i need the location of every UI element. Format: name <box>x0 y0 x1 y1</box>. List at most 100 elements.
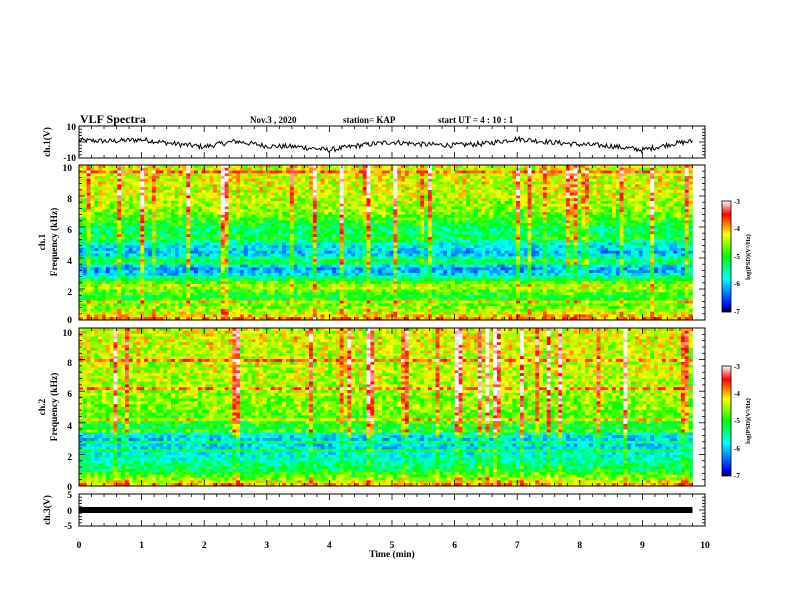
spectrogram-cell <box>286 248 291 252</box>
spectrogram-cell <box>485 167 490 171</box>
spectrogram-cell <box>293 206 298 210</box>
spectrogram-cell <box>347 203 352 207</box>
spectrogram-cell <box>401 206 406 210</box>
spectrogram-cell <box>585 176 590 180</box>
spectrogram-cell <box>102 203 107 207</box>
spectrogram-cell <box>94 220 99 224</box>
spectrogram-cell <box>121 195 126 199</box>
spectrogram-cell <box>631 200 636 205</box>
spectrogram-cell <box>255 234 260 238</box>
spectrogram-cell <box>673 195 678 199</box>
spectrogram-cell <box>654 173 659 177</box>
spectrogram-cell <box>171 248 176 252</box>
spectrogram-cell <box>646 212 651 216</box>
spectrogram-cell <box>286 242 291 246</box>
ch1-ylabel: ch.1(V) <box>42 127 53 157</box>
spectrogram-cell <box>673 203 678 207</box>
spectrogram-cell <box>401 236 406 241</box>
spectrogram-cell <box>447 178 452 182</box>
spectrogram-cell <box>293 176 298 180</box>
spectrogram-cell <box>596 225 601 230</box>
spectrogram-cell <box>397 231 402 235</box>
spectrogram-cell <box>243 206 249 210</box>
spectrogram-cell <box>128 242 134 246</box>
spectrogram-cell <box>404 178 410 182</box>
spectrogram-cell <box>416 195 421 199</box>
spectrogram-cell <box>251 170 256 174</box>
spectrogram-cell <box>102 206 107 210</box>
spectrogram-cell <box>289 245 295 249</box>
spectrogram-cell <box>569 209 574 213</box>
spectrogram-cell <box>274 203 279 207</box>
spectrogram-cell <box>408 198 413 202</box>
spectrogram-cell <box>481 245 486 249</box>
spectrogram-cell <box>565 200 571 205</box>
spectrogram-cell <box>98 248 103 252</box>
spectrogram-cell <box>155 212 160 216</box>
spectrogram-cell <box>638 187 643 191</box>
spectrogram-cell <box>362 200 367 205</box>
spectrogram-cell <box>98 167 103 171</box>
spectrogram-cell <box>355 242 360 246</box>
spectrogram-cell <box>435 209 440 213</box>
spectrogram-cell <box>424 198 429 202</box>
spectrogram-cell <box>205 184 210 188</box>
spectrogram-cell <box>247 167 252 171</box>
spectrogram-cell <box>312 165 318 169</box>
spectrogram-cell <box>362 220 367 224</box>
spectrogram-cell <box>565 242 571 246</box>
spectrogram-cell <box>98 192 103 196</box>
spectrogram-cell <box>289 214 295 218</box>
spectrogram-cell <box>305 214 310 218</box>
spectrogram-cell <box>404 220 410 224</box>
spectrogram-cell <box>236 236 241 241</box>
spectrogram-cell <box>654 195 659 199</box>
spectrogram-cell <box>473 187 479 191</box>
spectrogram-cell <box>366 184 371 188</box>
spectrogram-cell <box>401 234 406 238</box>
spectrogram-cell <box>527 176 532 180</box>
spectrogram-cell <box>102 231 107 235</box>
spectrogram-cell <box>240 206 245 210</box>
spectrogram-cell <box>194 214 199 218</box>
spectrogram-cell <box>661 242 666 246</box>
spectrogram-cell <box>562 225 567 230</box>
spectrogram-cell <box>539 184 544 188</box>
spectrogram-cell <box>155 200 160 205</box>
spectrogram-cell <box>102 223 107 227</box>
spectrogram-cell <box>477 214 482 218</box>
spectrogram-cell <box>109 176 114 180</box>
spectrogram-cell <box>251 220 256 224</box>
spectrogram-cell <box>328 217 333 221</box>
spectrogram-cell <box>650 228 655 232</box>
spectrogram-cell <box>450 214 456 218</box>
spectrogram-cell <box>351 245 356 249</box>
spectrogram-cell <box>125 217 130 221</box>
spectrogram-cell <box>339 181 344 185</box>
spectrogram-cell <box>324 239 329 243</box>
spectrogram-cell <box>117 228 122 232</box>
spectrogram-cell <box>316 242 321 246</box>
spectrogram-cell <box>232 195 237 199</box>
spectrogram-cell <box>309 181 314 185</box>
spectrogram-cell <box>466 217 471 221</box>
spectrogram-cell <box>328 181 333 185</box>
spectrogram-cell <box>159 176 164 180</box>
spectrogram-cell <box>611 178 617 182</box>
spectrogram-cell <box>554 184 559 188</box>
spectrogram-cell <box>416 189 421 194</box>
spectrogram-cell <box>554 206 559 210</box>
spectrogram-cell <box>109 245 114 249</box>
spectrogram-cell <box>577 228 582 232</box>
spectrogram-cell <box>151 212 157 216</box>
spectrogram-cell <box>159 209 164 213</box>
spectrogram-cell <box>435 184 440 188</box>
spectrogram-cell <box>654 178 659 182</box>
spectrogram-cell <box>565 225 571 230</box>
spectrogram-cell <box>117 231 122 235</box>
spectrogram-cell <box>109 228 114 232</box>
spectrogram-cell <box>485 173 490 177</box>
spectrogram-cell <box>378 206 383 210</box>
spectrogram-cell <box>508 184 513 188</box>
spectrogram-cell <box>159 245 164 249</box>
